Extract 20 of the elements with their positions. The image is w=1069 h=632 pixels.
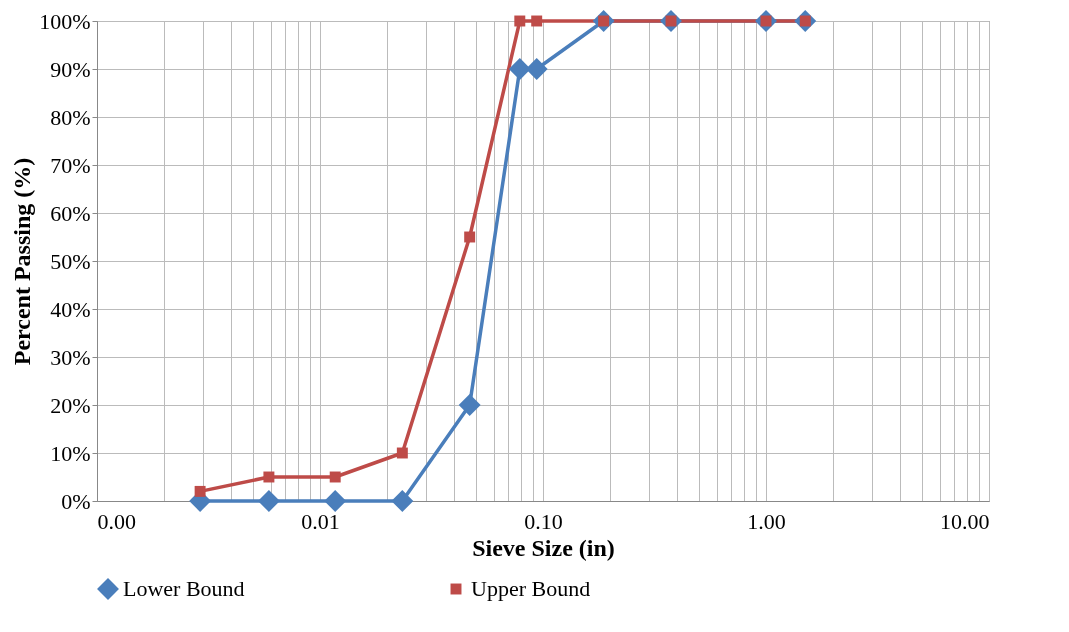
y-tick-label: 70% [50,152,91,178]
y-tick-label: 20% [50,392,91,418]
x-tick-label: 0.01 [301,508,340,534]
x-axis-title: Sieve Size (in) [472,534,615,561]
y-tick-label: 40% [50,296,91,322]
y-tick-label: 60% [50,200,91,226]
legend-label: Lower Bound [123,576,245,601]
y-axis-title: Percent Passing (%) [9,157,36,366]
y-tick-label: 90% [50,56,91,82]
y-tick-label: 10% [50,440,91,466]
x-tick-label: 10.00 [940,508,990,534]
y-tick-label: 80% [50,104,91,130]
legend-label: Upper Bound [471,576,591,601]
x-tick-label: 0.00 [97,508,136,534]
x-tick-label: 0.10 [524,508,563,534]
y-tick-label: 0% [61,488,91,514]
y-tick-label: 100% [39,8,91,34]
y-tick-label: 50% [50,248,91,274]
y-tick-label: 30% [50,344,91,370]
x-tick-label: 1.00 [747,508,786,534]
